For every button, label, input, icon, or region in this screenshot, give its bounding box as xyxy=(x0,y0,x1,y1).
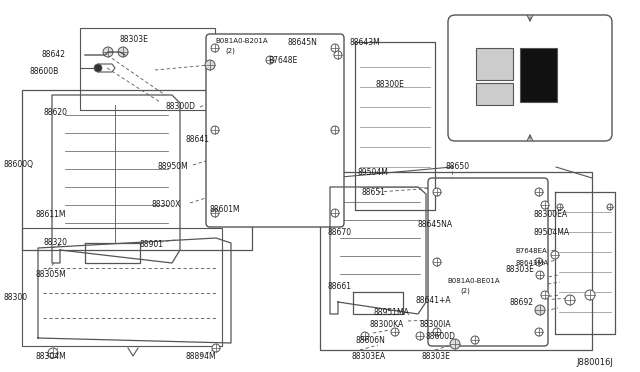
Circle shape xyxy=(433,258,441,266)
FancyBboxPatch shape xyxy=(206,34,344,227)
Text: B081A0-BE01A: B081A0-BE01A xyxy=(447,278,500,284)
Text: 88304M: 88304M xyxy=(36,352,67,361)
Text: 88651: 88651 xyxy=(362,188,386,197)
Text: 88600Q: 88600Q xyxy=(3,160,33,169)
Text: 88300: 88300 xyxy=(3,293,27,302)
Text: 88650: 88650 xyxy=(445,162,469,171)
Text: 88600B: 88600B xyxy=(30,67,60,76)
Circle shape xyxy=(433,188,441,196)
Text: B7648E: B7648E xyxy=(268,56,297,65)
Text: 88611M: 88611M xyxy=(35,210,65,219)
Text: 89504M: 89504M xyxy=(358,168,389,177)
Circle shape xyxy=(211,126,219,134)
Circle shape xyxy=(331,44,339,52)
Bar xyxy=(476,48,513,80)
Text: 88643M: 88643M xyxy=(350,38,381,47)
Circle shape xyxy=(541,201,549,209)
Text: 88645NA: 88645NA xyxy=(418,220,453,229)
Circle shape xyxy=(205,60,215,70)
Circle shape xyxy=(565,295,575,305)
Circle shape xyxy=(471,336,479,344)
Text: 88300IA: 88300IA xyxy=(420,320,452,329)
Text: 88643MA: 88643MA xyxy=(515,260,548,266)
Circle shape xyxy=(551,251,559,259)
Bar xyxy=(476,83,513,105)
Circle shape xyxy=(334,51,342,59)
Circle shape xyxy=(585,290,595,300)
Circle shape xyxy=(535,305,545,315)
Circle shape xyxy=(211,44,219,52)
Circle shape xyxy=(416,332,424,340)
Text: (2): (2) xyxy=(225,48,235,55)
Circle shape xyxy=(536,271,544,279)
Text: 88641: 88641 xyxy=(185,135,209,144)
Text: 88692: 88692 xyxy=(510,298,534,307)
Circle shape xyxy=(94,64,102,72)
Circle shape xyxy=(535,188,543,196)
Circle shape xyxy=(361,332,369,340)
Text: 88642: 88642 xyxy=(42,50,66,59)
Text: 88620: 88620 xyxy=(43,108,67,117)
Text: B7648EA: B7648EA xyxy=(515,248,547,254)
Circle shape xyxy=(535,258,543,266)
Text: 88305M: 88305M xyxy=(35,270,66,279)
Text: 88601M: 88601M xyxy=(210,205,241,214)
Bar xyxy=(80,28,215,110)
Text: 88661: 88661 xyxy=(328,282,352,291)
Text: 88303E: 88303E xyxy=(120,35,149,44)
Circle shape xyxy=(331,126,339,134)
Text: J880016J: J880016J xyxy=(576,358,613,367)
Text: 88645N: 88645N xyxy=(288,38,318,47)
Text: 88300E: 88300E xyxy=(375,80,404,89)
Circle shape xyxy=(48,348,58,358)
Text: 88606N: 88606N xyxy=(355,336,385,345)
Text: 88670: 88670 xyxy=(328,228,352,237)
Circle shape xyxy=(118,47,128,57)
Bar xyxy=(320,172,592,350)
Bar xyxy=(22,228,222,346)
Circle shape xyxy=(541,291,549,299)
Text: 88641+A: 88641+A xyxy=(415,296,451,305)
Circle shape xyxy=(266,56,274,64)
Circle shape xyxy=(433,328,441,336)
Text: 88300X: 88300X xyxy=(152,200,181,209)
Text: 89504MA: 89504MA xyxy=(533,228,569,237)
Circle shape xyxy=(211,209,219,217)
Circle shape xyxy=(450,339,460,349)
FancyBboxPatch shape xyxy=(448,15,612,141)
Bar xyxy=(520,48,557,102)
Text: 88300KA: 88300KA xyxy=(370,320,404,329)
Text: 88894M: 88894M xyxy=(185,352,216,361)
Bar xyxy=(22,90,252,250)
Circle shape xyxy=(103,47,113,57)
Text: 88950M: 88950M xyxy=(158,162,189,171)
Circle shape xyxy=(331,209,339,217)
Text: 88600D: 88600D xyxy=(425,332,455,341)
Circle shape xyxy=(535,328,543,336)
Text: 88303E: 88303E xyxy=(505,265,534,274)
Text: 88320: 88320 xyxy=(44,238,68,247)
Circle shape xyxy=(557,204,563,210)
Circle shape xyxy=(607,204,613,210)
Text: 88303E: 88303E xyxy=(422,352,451,361)
Circle shape xyxy=(391,328,399,336)
FancyBboxPatch shape xyxy=(428,178,548,346)
Text: 88901: 88901 xyxy=(140,240,164,249)
Text: B081A0-B201A: B081A0-B201A xyxy=(215,38,268,44)
Text: 88300EA: 88300EA xyxy=(533,210,567,219)
Text: 88951MA: 88951MA xyxy=(373,308,409,317)
Text: (2): (2) xyxy=(460,288,470,295)
Circle shape xyxy=(212,344,220,352)
Text: 88303EA: 88303EA xyxy=(352,352,386,361)
Text: 88300D: 88300D xyxy=(165,102,195,111)
